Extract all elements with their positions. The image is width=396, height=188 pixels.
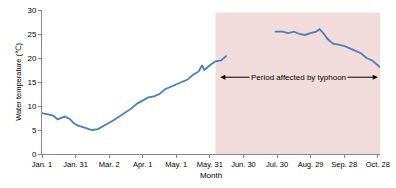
svg-text:Aug. 29: Aug. 29 xyxy=(298,160,324,169)
svg-text:0: 0 xyxy=(32,150,37,159)
svg-text:Oct. 28: Oct. 28 xyxy=(366,160,390,169)
svg-text:25: 25 xyxy=(27,30,36,39)
svg-text:Jan. 1: Jan. 1 xyxy=(32,160,52,169)
svg-text:Sep. 28: Sep. 28 xyxy=(331,160,357,169)
svg-text:Jan. 31: Jan. 31 xyxy=(63,160,88,169)
svg-text:Month: Month xyxy=(200,171,222,180)
svg-text:Mar. 2: Mar. 2 xyxy=(99,160,120,169)
svg-text:20: 20 xyxy=(27,54,36,63)
svg-text:10: 10 xyxy=(27,102,36,111)
svg-text:15: 15 xyxy=(27,78,36,87)
svg-text:30: 30 xyxy=(27,6,36,15)
svg-text:Jun. 30: Jun. 30 xyxy=(231,160,256,169)
svg-text:May. 1: May. 1 xyxy=(165,160,187,169)
svg-text:May. 31: May. 31 xyxy=(197,160,223,169)
svg-text:Water temperature (℃): Water temperature (℃) xyxy=(14,43,23,121)
svg-text:Apr. 1: Apr. 1 xyxy=(133,160,153,169)
svg-text:Jul. 30: Jul. 30 xyxy=(266,160,288,169)
svg-text:Period affected by typhoon: Period affected by typhoon xyxy=(251,73,346,82)
svg-text:5: 5 xyxy=(32,126,37,135)
